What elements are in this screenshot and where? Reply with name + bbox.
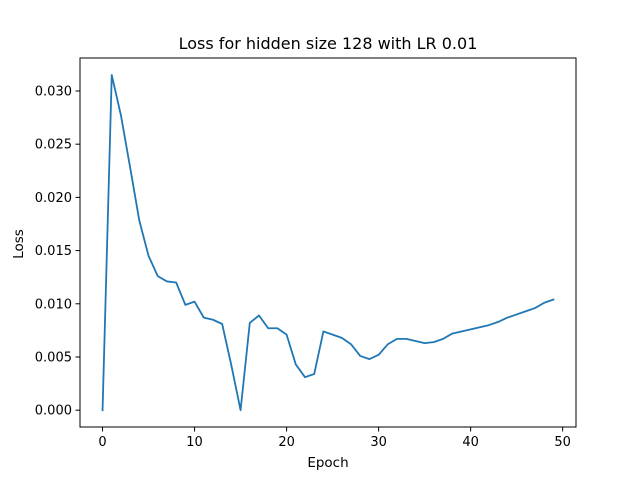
- x-tick-label: 10: [186, 435, 203, 450]
- chart-title: Loss for hidden size 128 with LR 0.01: [179, 34, 478, 53]
- y-tick-label: 0.005: [35, 350, 72, 365]
- x-axis-label: Epoch: [307, 455, 348, 471]
- x-tick-label: 50: [554, 435, 571, 450]
- x-tick-label: 20: [278, 435, 295, 450]
- y-tick-label: 0.015: [35, 244, 72, 259]
- series-line-loss: [101, 74, 555, 412]
- y-tick-label: 0.000: [35, 404, 72, 419]
- y-tick-label: 0.030: [35, 84, 72, 99]
- y-axis-label: Loss: [11, 229, 27, 259]
- y-tick-label: 0.020: [35, 191, 72, 206]
- x-tick-label: 0: [98, 435, 106, 450]
- x-tick-label: 40: [462, 435, 479, 450]
- plot-layer: 0 10 20 30 40 50 0.000 0.005 0.010 0.015 0.020 0.02…: [35, 57, 577, 450]
- y-tick-label: 0.010: [35, 297, 72, 312]
- x-tick-label: 30: [370, 435, 387, 450]
- axes-frame: [79, 57, 577, 428]
- y-tick-label: 0.025: [35, 138, 72, 153]
